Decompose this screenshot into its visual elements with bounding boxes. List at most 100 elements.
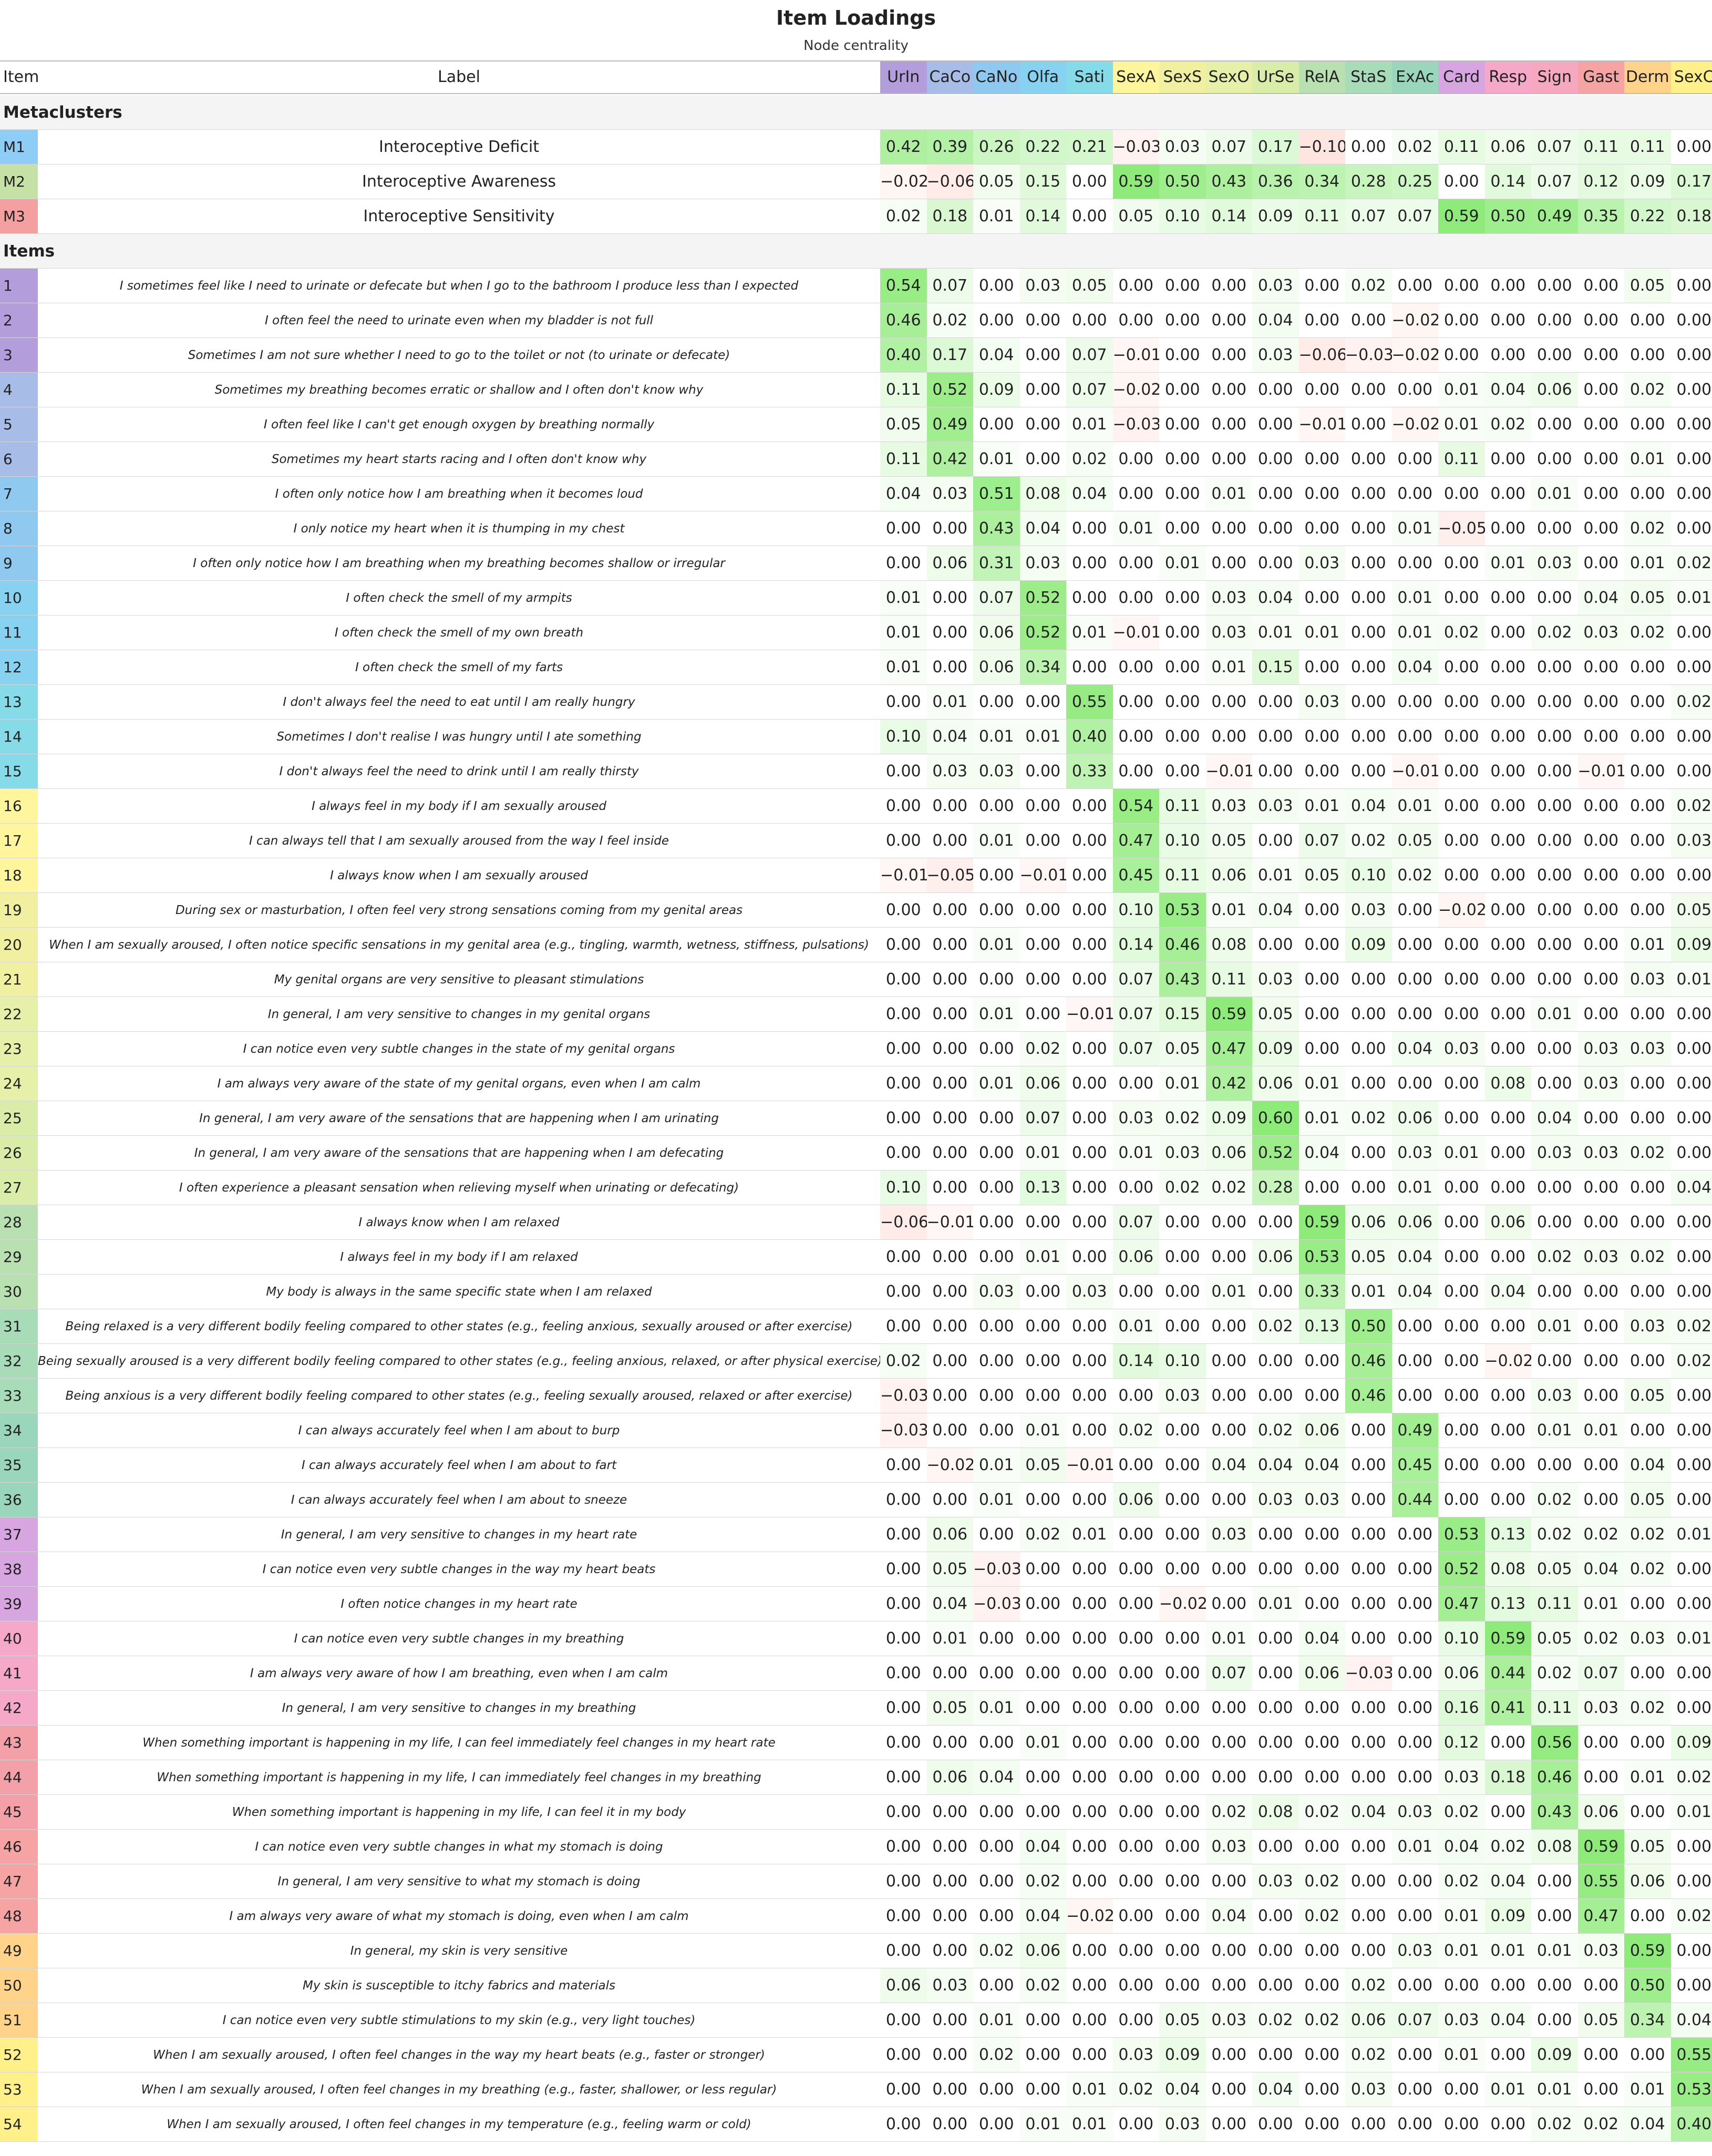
loading-cell-sexo: 0.03 bbox=[1205, 615, 1252, 650]
loading-cell-olfa: 0.00 bbox=[1025, 1768, 1061, 1787]
item-id-cell: 20 bbox=[0, 928, 38, 962]
loading-cell-urse: 0.00 bbox=[1257, 519, 1293, 538]
loading-cell-exac: 0.00 bbox=[1397, 485, 1433, 503]
loading-cell-sati: 0.01 bbox=[1066, 2072, 1113, 2107]
loading-cell-rela: 0.00 bbox=[1304, 485, 1340, 503]
loading-cell-olfa: 0.00 bbox=[1025, 1629, 1061, 1648]
loading-cell-urse: 0.05 bbox=[1252, 997, 1299, 1032]
row-rule bbox=[0, 788, 1712, 789]
loading-cell-urse: 0.00 bbox=[1257, 450, 1293, 468]
header-bottom-rule bbox=[0, 93, 1712, 94]
loading-cell-olfa: 0.01 bbox=[1019, 1136, 1066, 1171]
loading-cell-derm: 0.05 bbox=[1624, 269, 1671, 303]
loading-cell-urin: 0.00 bbox=[885, 1942, 921, 1960]
loading-cell-sexs: −0.02 bbox=[1159, 1587, 1206, 1621]
loading-cell-exac: 0.04 bbox=[1391, 1240, 1438, 1275]
loading-cell-sexo: 0.06 bbox=[1205, 858, 1252, 893]
loading-cell-urse: 0.00 bbox=[1257, 1976, 1293, 1995]
loading-cell-sexo: 0.00 bbox=[1211, 727, 1247, 746]
loading-cell-caco: 0.04 bbox=[926, 720, 973, 754]
loading-cell-gast: 0.00 bbox=[1583, 866, 1619, 885]
loading-cell-urse: 0.00 bbox=[1257, 1733, 1293, 1752]
loading-cell-urse: 0.01 bbox=[1252, 615, 1299, 650]
loading-cell-sati: 0.00 bbox=[1071, 1976, 1107, 1995]
loading-cell-sati: 0.00 bbox=[1071, 970, 1107, 989]
loading-cell-sexa: 0.01 bbox=[1112, 511, 1159, 546]
loading-cell-cano: 0.00 bbox=[978, 1907, 1014, 1925]
loading-cell-stas: −0.03 bbox=[1345, 1656, 1392, 1691]
loading-cell-sati: 0.21 bbox=[1066, 130, 1113, 165]
loading-cell-derm: 0.00 bbox=[1630, 762, 1665, 781]
item-label-cell: I don't always feel the need to eat unti… bbox=[283, 695, 635, 709]
loading-cell-stas: 0.00 bbox=[1350, 415, 1386, 434]
loading-cell-sexc: 0.04 bbox=[1670, 2003, 1712, 2038]
loading-cell-sexo: 0.05 bbox=[1205, 824, 1252, 858]
loading-cell-sati: 0.00 bbox=[1071, 1144, 1107, 1162]
item-id-cell: 47 bbox=[0, 1864, 38, 1899]
loading-cell-olfa: 0.00 bbox=[1025, 1699, 1061, 1717]
loading-cell-sexc: 0.00 bbox=[1676, 1421, 1712, 1440]
loading-cell-card: 0.00 bbox=[1443, 1005, 1479, 1023]
item-id-cell: 28 bbox=[0, 1205, 38, 1240]
loading-cell-derm: 0.00 bbox=[1630, 1595, 1665, 1613]
loading-cell-urse: 0.00 bbox=[1257, 554, 1293, 572]
item-id-cell: 35 bbox=[0, 1448, 38, 1483]
loading-cell-caco: 0.00 bbox=[932, 901, 968, 919]
loading-cell-sexa: 0.07 bbox=[1112, 997, 1159, 1032]
loading-cell-card: 0.06 bbox=[1438, 1656, 1485, 1691]
loading-cell-sexo: 0.02 bbox=[1205, 1171, 1252, 1205]
item-id-cell: 32 bbox=[0, 1344, 38, 1379]
loading-cell-urin: 0.10 bbox=[880, 720, 927, 754]
item-id-cell: 41 bbox=[0, 1656, 38, 1691]
loading-cell-rela: 0.00 bbox=[1304, 1525, 1340, 1544]
item-label-cell: Being relaxed is a very different bodily… bbox=[65, 1320, 853, 1333]
loading-cell-sign: 0.00 bbox=[1536, 519, 1572, 538]
loading-cell-cano: 0.01 bbox=[973, 928, 1020, 962]
loading-cell-urin: 0.00 bbox=[885, 2046, 921, 2064]
loading-cell-card: 0.00 bbox=[1443, 1387, 1479, 1405]
loading-cell-urse: 0.60 bbox=[1252, 1101, 1299, 1136]
loading-cell-sexc: 0.01 bbox=[1670, 1517, 1712, 1552]
loading-cell-urse: 0.01 bbox=[1252, 858, 1299, 893]
loading-cell-sexc: 0.01 bbox=[1670, 962, 1712, 997]
loading-cell-cano: 0.03 bbox=[973, 754, 1020, 789]
loading-cell-sexc: 0.02 bbox=[1670, 546, 1712, 581]
loading-cell-rela: 0.33 bbox=[1298, 1275, 1345, 1309]
loading-cell-sign: 0.02 bbox=[1531, 615, 1578, 650]
loading-cell-sexa: 0.01 bbox=[1112, 1309, 1159, 1344]
item-id-cell: M1 bbox=[0, 130, 38, 165]
loading-cell-caco: 0.01 bbox=[926, 1621, 973, 1656]
item-id-cell: M3 bbox=[0, 199, 38, 234]
loading-cell-sexo: 0.00 bbox=[1211, 2115, 1247, 2133]
loading-cell-sexs: 0.00 bbox=[1164, 311, 1200, 330]
item-id-cell: M2 bbox=[0, 165, 38, 199]
loading-cell-sexs: 0.00 bbox=[1164, 762, 1200, 781]
loading-cell-caco: 0.05 bbox=[926, 1691, 973, 1726]
loading-cell-sexa: 0.07 bbox=[1112, 1205, 1159, 1240]
loading-cell-sexo: 0.04 bbox=[1205, 1448, 1252, 1483]
loading-cell-olfa: 0.02 bbox=[1019, 1032, 1066, 1066]
loading-cell-card: 0.00 bbox=[1443, 831, 1479, 850]
loading-cell-sexs: 0.00 bbox=[1164, 658, 1200, 676]
loading-cell-derm: 0.00 bbox=[1630, 1213, 1665, 1231]
loading-cell-sexo: 0.59 bbox=[1205, 997, 1252, 1032]
column-header-sign: Sign bbox=[1531, 61, 1578, 93]
loading-cell-sexs: 0.10 bbox=[1159, 199, 1206, 234]
loading-cell-rela: 0.00 bbox=[1304, 1768, 1340, 1787]
loading-cell-olfa: 0.00 bbox=[1025, 936, 1061, 954]
loading-cell-cano: −0.03 bbox=[973, 1587, 1020, 1621]
loading-cell-card: 0.47 bbox=[1438, 1587, 1485, 1621]
loading-cell-sign: 0.00 bbox=[1536, 2011, 1572, 2029]
item-id-cell: 17 bbox=[0, 824, 38, 858]
loading-cell-olfa: 0.00 bbox=[1025, 1005, 1061, 1023]
loading-cell-sexc: 0.00 bbox=[1676, 623, 1712, 642]
loading-cell-sexa: 0.00 bbox=[1118, 276, 1154, 295]
loading-cell-caco: 0.07 bbox=[926, 269, 973, 303]
loading-cell-sexa: 0.07 bbox=[1112, 962, 1159, 997]
loading-cell-sexc: 0.53 bbox=[1670, 2072, 1712, 2107]
item-id-cell: 10 bbox=[0, 581, 38, 615]
loading-cell-sexo: 0.00 bbox=[1211, 1317, 1247, 1336]
loading-cell-sexa: 0.00 bbox=[1118, 1733, 1154, 1752]
loading-cell-derm: 0.01 bbox=[1624, 2072, 1671, 2107]
loading-cell-derm: 0.00 bbox=[1630, 1421, 1665, 1440]
